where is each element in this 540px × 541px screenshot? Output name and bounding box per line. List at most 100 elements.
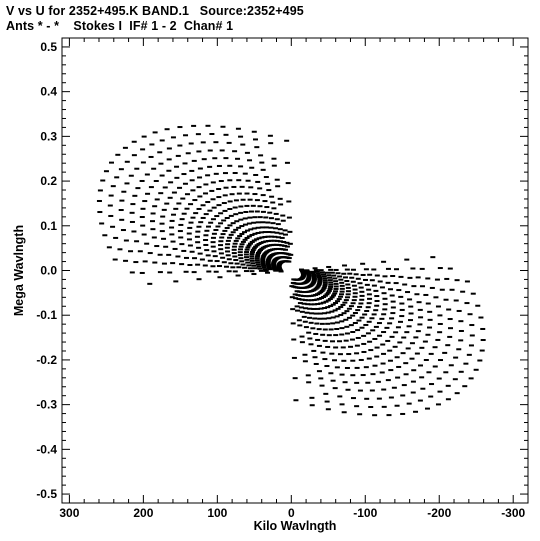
uv-point (337, 353, 343, 356)
uv-point (333, 346, 339, 349)
uv-point (375, 380, 381, 383)
uv-point (325, 306, 331, 309)
uv-point (260, 168, 266, 171)
uv-point (233, 239, 239, 242)
uv-point (158, 162, 164, 165)
uv-point (345, 388, 351, 391)
uv-point (271, 266, 277, 269)
uv-point (217, 276, 223, 279)
uv-point (294, 305, 300, 308)
uv-point (429, 383, 435, 386)
uv-point (260, 257, 266, 260)
uv-point (271, 265, 277, 268)
uv-point (424, 407, 430, 410)
uv-point (381, 292, 387, 295)
uv-point (304, 311, 310, 314)
uv-point (399, 302, 405, 305)
uv-point (311, 276, 317, 279)
uv-point (275, 223, 281, 226)
uv-point (128, 174, 134, 177)
uv-point (210, 181, 216, 184)
uv-point (257, 249, 263, 252)
uv-point (428, 352, 434, 355)
uv-point (338, 295, 344, 298)
uv-point (108, 214, 114, 217)
uv-point (369, 317, 375, 320)
uv-point (232, 242, 238, 245)
uv-point (270, 231, 276, 234)
uv-point (285, 182, 291, 185)
uv-point (181, 212, 187, 215)
uv-point (207, 209, 213, 212)
uv-point (333, 302, 339, 305)
uv-point (361, 342, 367, 345)
uv-point (139, 271, 145, 274)
uv-point (351, 284, 357, 287)
uv-point (470, 292, 476, 295)
uv-point (386, 414, 392, 417)
uv-point (367, 297, 373, 300)
uv-point (327, 298, 333, 301)
uv-point (346, 307, 352, 310)
uv-point (447, 267, 453, 270)
uv-point (133, 261, 139, 264)
uv-point (326, 265, 332, 268)
uv-point (248, 228, 254, 231)
uv-point (322, 294, 328, 297)
uv-point (231, 252, 237, 255)
uv-point (443, 298, 449, 301)
uv-point (344, 310, 350, 313)
uv-point (419, 376, 425, 379)
uv-point (254, 259, 260, 262)
uv-point (186, 232, 192, 235)
uv-point (96, 199, 102, 202)
uv-point (357, 305, 363, 308)
uv-point (319, 322, 325, 325)
uv-point (404, 331, 410, 334)
uv-point (355, 329, 361, 332)
uv-point (224, 226, 230, 229)
uv-point (351, 299, 357, 302)
uv-point (118, 209, 124, 212)
uv-point (348, 345, 354, 348)
uv-point (322, 283, 328, 286)
uv-point (339, 403, 345, 406)
uv-point (279, 244, 285, 247)
uv-point (343, 318, 349, 321)
uv-point (339, 290, 345, 293)
y-tick-label: -0.3 (36, 398, 57, 412)
uv-point (321, 295, 327, 298)
uv-point (321, 275, 327, 278)
uv-point (324, 400, 330, 403)
uv-point (418, 316, 424, 319)
uv-point (181, 249, 187, 252)
uv-point (302, 299, 308, 302)
uv-point (200, 204, 206, 207)
uv-point (453, 299, 459, 302)
uv-point (301, 315, 307, 318)
uv-point (420, 387, 426, 390)
uv-point (296, 319, 302, 322)
uv-point (275, 185, 281, 188)
uv-point (414, 352, 420, 355)
uv-point (266, 257, 272, 260)
uv-point (260, 221, 266, 224)
uv-point (347, 272, 353, 275)
uv-point (205, 174, 211, 177)
uv-point (361, 350, 367, 353)
uv-point (332, 292, 338, 295)
uv-point (258, 154, 264, 157)
uv-point (430, 256, 436, 259)
uv-point (102, 234, 108, 237)
uv-point (251, 130, 257, 133)
uv-point (189, 169, 195, 172)
uv-point (295, 294, 301, 297)
uv-point (260, 256, 266, 259)
uv-point (250, 204, 256, 207)
uv-point (262, 200, 268, 203)
uv-point (267, 134, 273, 137)
uv-point (328, 281, 334, 284)
uv-point (315, 307, 321, 310)
uv-point (166, 169, 172, 172)
uv-point (242, 223, 248, 226)
